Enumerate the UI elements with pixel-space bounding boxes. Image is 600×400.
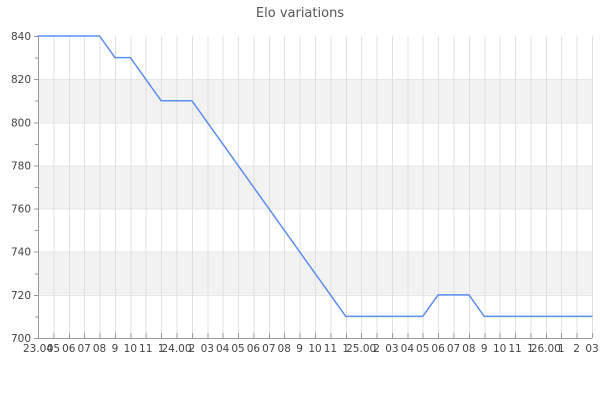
x-axis-label: 03 <box>201 343 214 355</box>
x-axis-label: 05 <box>231 343 244 355</box>
x-axis-label: 25.00 <box>346 343 376 355</box>
x-axis-label: 05 <box>416 343 429 355</box>
y-axis-label: 820 <box>11 74 31 86</box>
x-axis-label: 06 <box>62 343 76 355</box>
y-axis-label: 720 <box>11 290 31 302</box>
x-axis-label: 03 <box>385 343 398 355</box>
x-axis-label: 2 <box>573 343 580 355</box>
x-axis-label: 06 <box>247 343 261 355</box>
x-axis-label: 08 <box>93 343 106 355</box>
x-axis-label: 9 <box>296 343 303 355</box>
x-axis-label: 1 <box>158 343 165 355</box>
x-axis-label: 07 <box>77 343 90 355</box>
y-axis-label: 780 <box>11 160 31 172</box>
x-axis-label: 07 <box>262 343 275 355</box>
y-axis-label: 740 <box>11 247 31 259</box>
x-axis-label: 1 <box>527 343 534 355</box>
x-axis-label: 2 <box>189 343 196 355</box>
x-axis-label: 07 <box>447 343 460 355</box>
x-axis-label: 26.00 <box>531 343 561 355</box>
x-axis-label: 08 <box>462 343 475 355</box>
x-axis-label: 2 <box>373 343 380 355</box>
y-axis-label: 700 <box>11 333 31 345</box>
x-axis-label: 10 <box>493 343 506 355</box>
x-axis-label: 04 <box>216 343 230 355</box>
y-axis-label: 760 <box>11 204 31 216</box>
elo-line <box>37 35 593 318</box>
x-axis-label: 08 <box>278 343 291 355</box>
chart-title: Elo variations <box>255 6 345 21</box>
x-axis-label: 11 <box>139 343 152 355</box>
x-axis-label: 24.00 <box>161 343 191 355</box>
x-axis-label: 9 <box>112 343 119 355</box>
x-axis-label: 06 <box>431 343 445 355</box>
x-axis-label: 1 <box>342 343 349 355</box>
x-axis-label: 1 <box>558 343 565 355</box>
y-axis-label: 800 <box>11 117 31 129</box>
x-axis-label: 11 <box>508 343 521 355</box>
x-axis-label: 04 <box>401 343 415 355</box>
x-axis-label: 05 <box>47 343 60 355</box>
x-axis-label: 03 <box>585 343 598 355</box>
x-axis-label: 23.04 <box>23 343 53 355</box>
y-axis-label: 840 <box>11 31 31 43</box>
x-axis-label: 9 <box>481 343 488 355</box>
x-axis-label: 10 <box>124 343 137 355</box>
x-axis-label: 11 <box>324 343 337 355</box>
x-axis-label: 10 <box>308 343 321 355</box>
